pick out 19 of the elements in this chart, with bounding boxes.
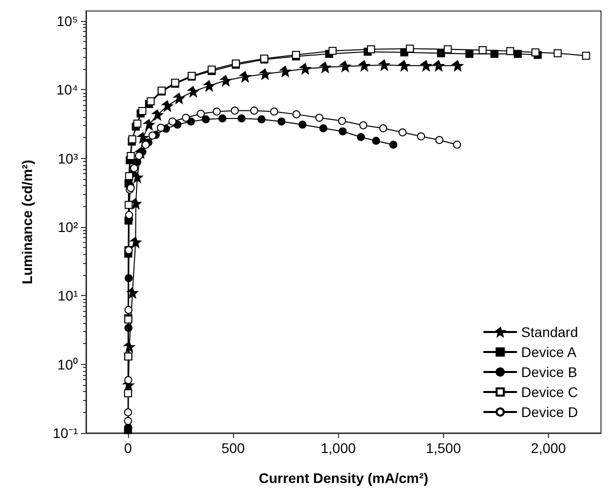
legend-label: Device D [521,404,578,420]
y-tick-label: 10¹ [58,288,78,304]
x-axis-title: Current Density (mA/cm²) [258,470,428,486]
y-tick-label: 10⁵ [56,13,78,30]
y-tick-label: 10⁻¹ [52,425,78,441]
y-tick-label: 10⁰ [57,356,78,372]
legend-label: Device B [521,364,578,380]
legend-label: Device C [521,384,578,400]
x-tick-label: 2,000 [530,440,566,456]
x-tick-label: 500 [221,440,246,456]
legend-label: Standard [521,324,578,340]
x-tick-label: 1,500 [426,440,462,456]
y-tick-label: 10² [58,219,78,236]
x-tick-label: 0 [124,440,132,456]
x-tick-label: 1,000 [320,440,356,456]
legend-label: Device A [521,344,578,360]
y-tick-label: 10³ [58,150,78,166]
y-axis-title: Luminance (cd/m²) [19,160,35,284]
y-tick-label: 10⁴ [56,82,78,98]
